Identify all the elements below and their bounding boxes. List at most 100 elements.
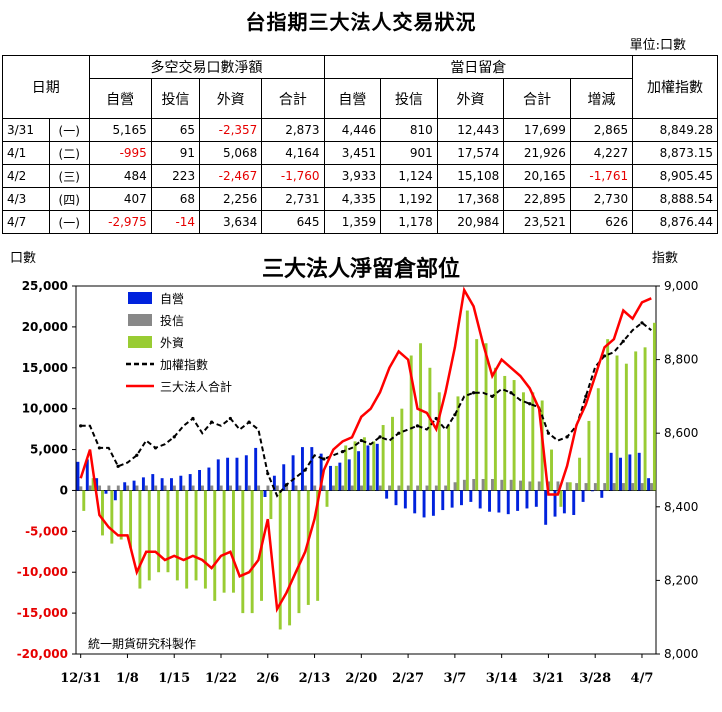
index-point (546, 431, 551, 435)
bar-dealer (544, 490, 548, 525)
table-cell: 91 (150, 141, 201, 165)
bar-foreign (241, 490, 245, 614)
index-point (397, 431, 401, 435)
x-tick-label: 1/8 (116, 671, 139, 686)
bar-trust (425, 485, 429, 491)
table-cell: 8,905.45 (632, 164, 718, 188)
header-oi-total: 合計 (503, 78, 571, 119)
bar-trust (369, 485, 373, 491)
table-row: 4/7 (一) -2,975 -14 3,634 645 1,359 1,178 20,984 2… (2, 210, 718, 234)
bar-foreign (231, 490, 235, 593)
index-point (640, 321, 644, 325)
bar-dealer (254, 447, 258, 491)
chart-title: 三大法人淨留倉部位 (262, 256, 460, 282)
bar-dealer (123, 482, 127, 491)
bar-trust (219, 485, 223, 491)
index-point (303, 468, 307, 472)
bar-foreign (587, 420, 591, 491)
y-tick-label-right: 8,000 (664, 647, 698, 661)
bar-dealer (226, 457, 230, 491)
index-point (490, 394, 494, 398)
x-tick-label: 2/27 (392, 671, 424, 686)
header-net-total: 合計 (261, 78, 325, 119)
net-oi-chart: 三大法人淨留倉部位 口數 指數 25,000 20,000 15,000 10,000 5,0… (10, 251, 698, 686)
table-row: 4/2 (三) 484 223 -2,467 -1,760 3,933 1,124 15,108… (2, 164, 718, 188)
cell-weekday: (二) (48, 141, 90, 165)
bar-dealer (581, 490, 585, 502)
y-tick-label-right: 9,000 (664, 279, 698, 293)
x-tick-label: 4/7 (631, 671, 654, 686)
bar-trust (612, 483, 616, 491)
bar-trust (406, 485, 410, 491)
bar-dealer (413, 490, 417, 514)
table-cell: 3,634 (199, 210, 263, 234)
bar-trust (229, 485, 232, 491)
bar-trust (378, 485, 382, 491)
bar-trust (98, 485, 102, 491)
bar-trust (556, 481, 560, 491)
bar-trust (537, 481, 541, 491)
table-cell: 2,865 (569, 118, 634, 142)
table-cell: -1,760 (261, 164, 325, 188)
bar-trust (116, 485, 120, 491)
bar-dealer (319, 453, 323, 491)
bar-dealer (525, 490, 529, 509)
bar-trust (472, 478, 476, 491)
bar-trust (397, 485, 401, 491)
table-cell: 20,984 (436, 210, 505, 234)
y-tick-label-left: 5,000 (30, 443, 68, 457)
header-date: 日期 (2, 55, 90, 119)
bar-dealer (244, 455, 248, 491)
bar-trust (631, 483, 635, 491)
header-oi-dealer: 自營 (323, 78, 382, 119)
bar-foreign (250, 490, 254, 614)
y-tick-label-left: 15,000 (22, 361, 68, 375)
bar-dealer (422, 490, 426, 518)
table-row: 4/1 (二) -995 91 5,068 4,164 3,451 901 17,574 21,9… (2, 141, 718, 165)
y-tick-label-left: -15,000 (17, 606, 68, 620)
bar-foreign (297, 490, 301, 614)
y-tick-label-left: 0 (60, 483, 68, 497)
bar-foreign (316, 490, 320, 601)
bar-trust (500, 479, 504, 491)
table-cell: 65 (150, 118, 201, 142)
index-point (210, 420, 214, 424)
bar-foreign (138, 490, 142, 589)
bar-dealer (562, 490, 566, 514)
index-point (602, 354, 607, 358)
bar-foreign (185, 490, 189, 589)
index-point (378, 435, 382, 439)
bar-foreign (512, 380, 516, 491)
bar-foreign (437, 392, 441, 491)
bar-dealer (141, 477, 145, 491)
bar-dealer (572, 490, 576, 515)
index-point (247, 420, 251, 424)
cell-date: 4/7 (2, 210, 50, 234)
table-cell: 8,876.44 (632, 210, 718, 234)
bar-foreign (101, 490, 104, 536)
total-line (79, 286, 652, 613)
bar-dealer (282, 464, 286, 491)
bar-trust (182, 485, 186, 491)
cell-date: 4/3 (2, 187, 50, 211)
table-cell: 2,731 (261, 187, 325, 211)
bar-trust (416, 485, 420, 491)
legend-label: 投信 (160, 313, 184, 328)
x-tick-label: 3/21 (532, 671, 564, 686)
index-point (191, 416, 195, 421)
bar-dealer (385, 490, 389, 499)
header-net-foreign: 外資 (199, 78, 263, 119)
bar-foreign (129, 490, 133, 548)
bar-dealer (637, 452, 641, 491)
bar-foreign (484, 343, 488, 491)
bar-dealer (170, 478, 173, 491)
table-cell: 1,124 (380, 164, 438, 188)
bar-foreign (493, 367, 497, 491)
bar-foreign (344, 445, 348, 491)
bar-foreign (147, 490, 151, 581)
bar-dealer (347, 459, 351, 491)
bar-foreign (521, 392, 525, 491)
header-oi-foreign: 外資 (436, 78, 505, 119)
table-cell: 17,574 (436, 141, 505, 165)
bar-trust (621, 483, 625, 491)
